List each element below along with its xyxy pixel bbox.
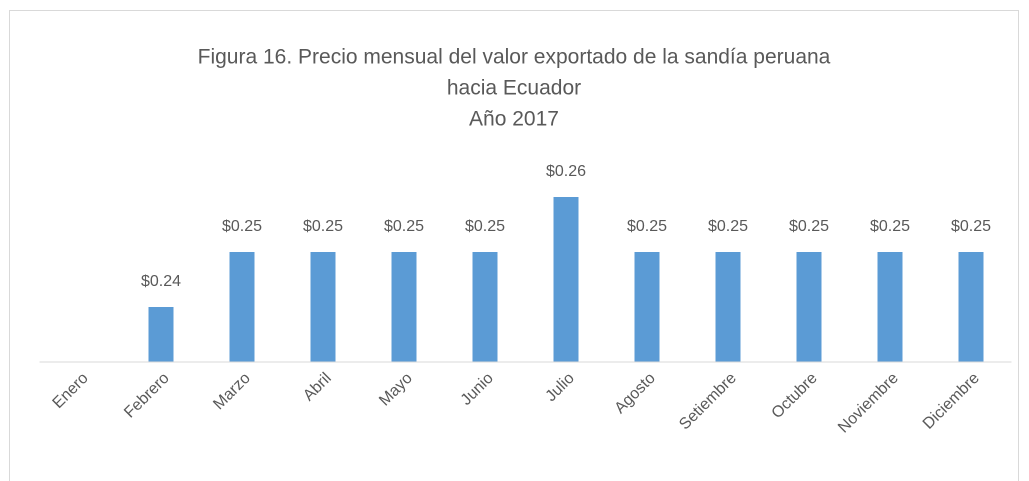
bar (796, 252, 822, 362)
chart-border (9, 10, 1019, 481)
data-label: $0.25 (384, 218, 424, 235)
data-label: $0.25 (789, 218, 829, 235)
bar (310, 252, 336, 362)
data-label: $0.25 (951, 218, 991, 235)
data-label: $0.25 (870, 218, 910, 235)
bar (391, 252, 417, 362)
data-label: $0.25 (708, 218, 748, 235)
data-label: $0.25 (627, 218, 667, 235)
data-label: $0.25 (465, 218, 505, 235)
data-label: $0.26 (546, 163, 586, 180)
bar (229, 252, 255, 362)
data-label: $0.24 (141, 273, 181, 290)
bar (553, 197, 579, 362)
bar (634, 252, 660, 362)
bar (715, 252, 741, 362)
chart-subtitle: Año 2017 (469, 108, 559, 131)
data-label: $0.25 (222, 218, 262, 235)
bar (472, 252, 498, 362)
chart-title: Figura 16. Precio mensual del valor expo… (198, 46, 831, 69)
bar (148, 307, 174, 362)
bar (958, 252, 984, 362)
bar (877, 252, 903, 362)
data-label: $0.25 (303, 218, 343, 235)
chart-title: hacia Ecuador (447, 77, 581, 100)
